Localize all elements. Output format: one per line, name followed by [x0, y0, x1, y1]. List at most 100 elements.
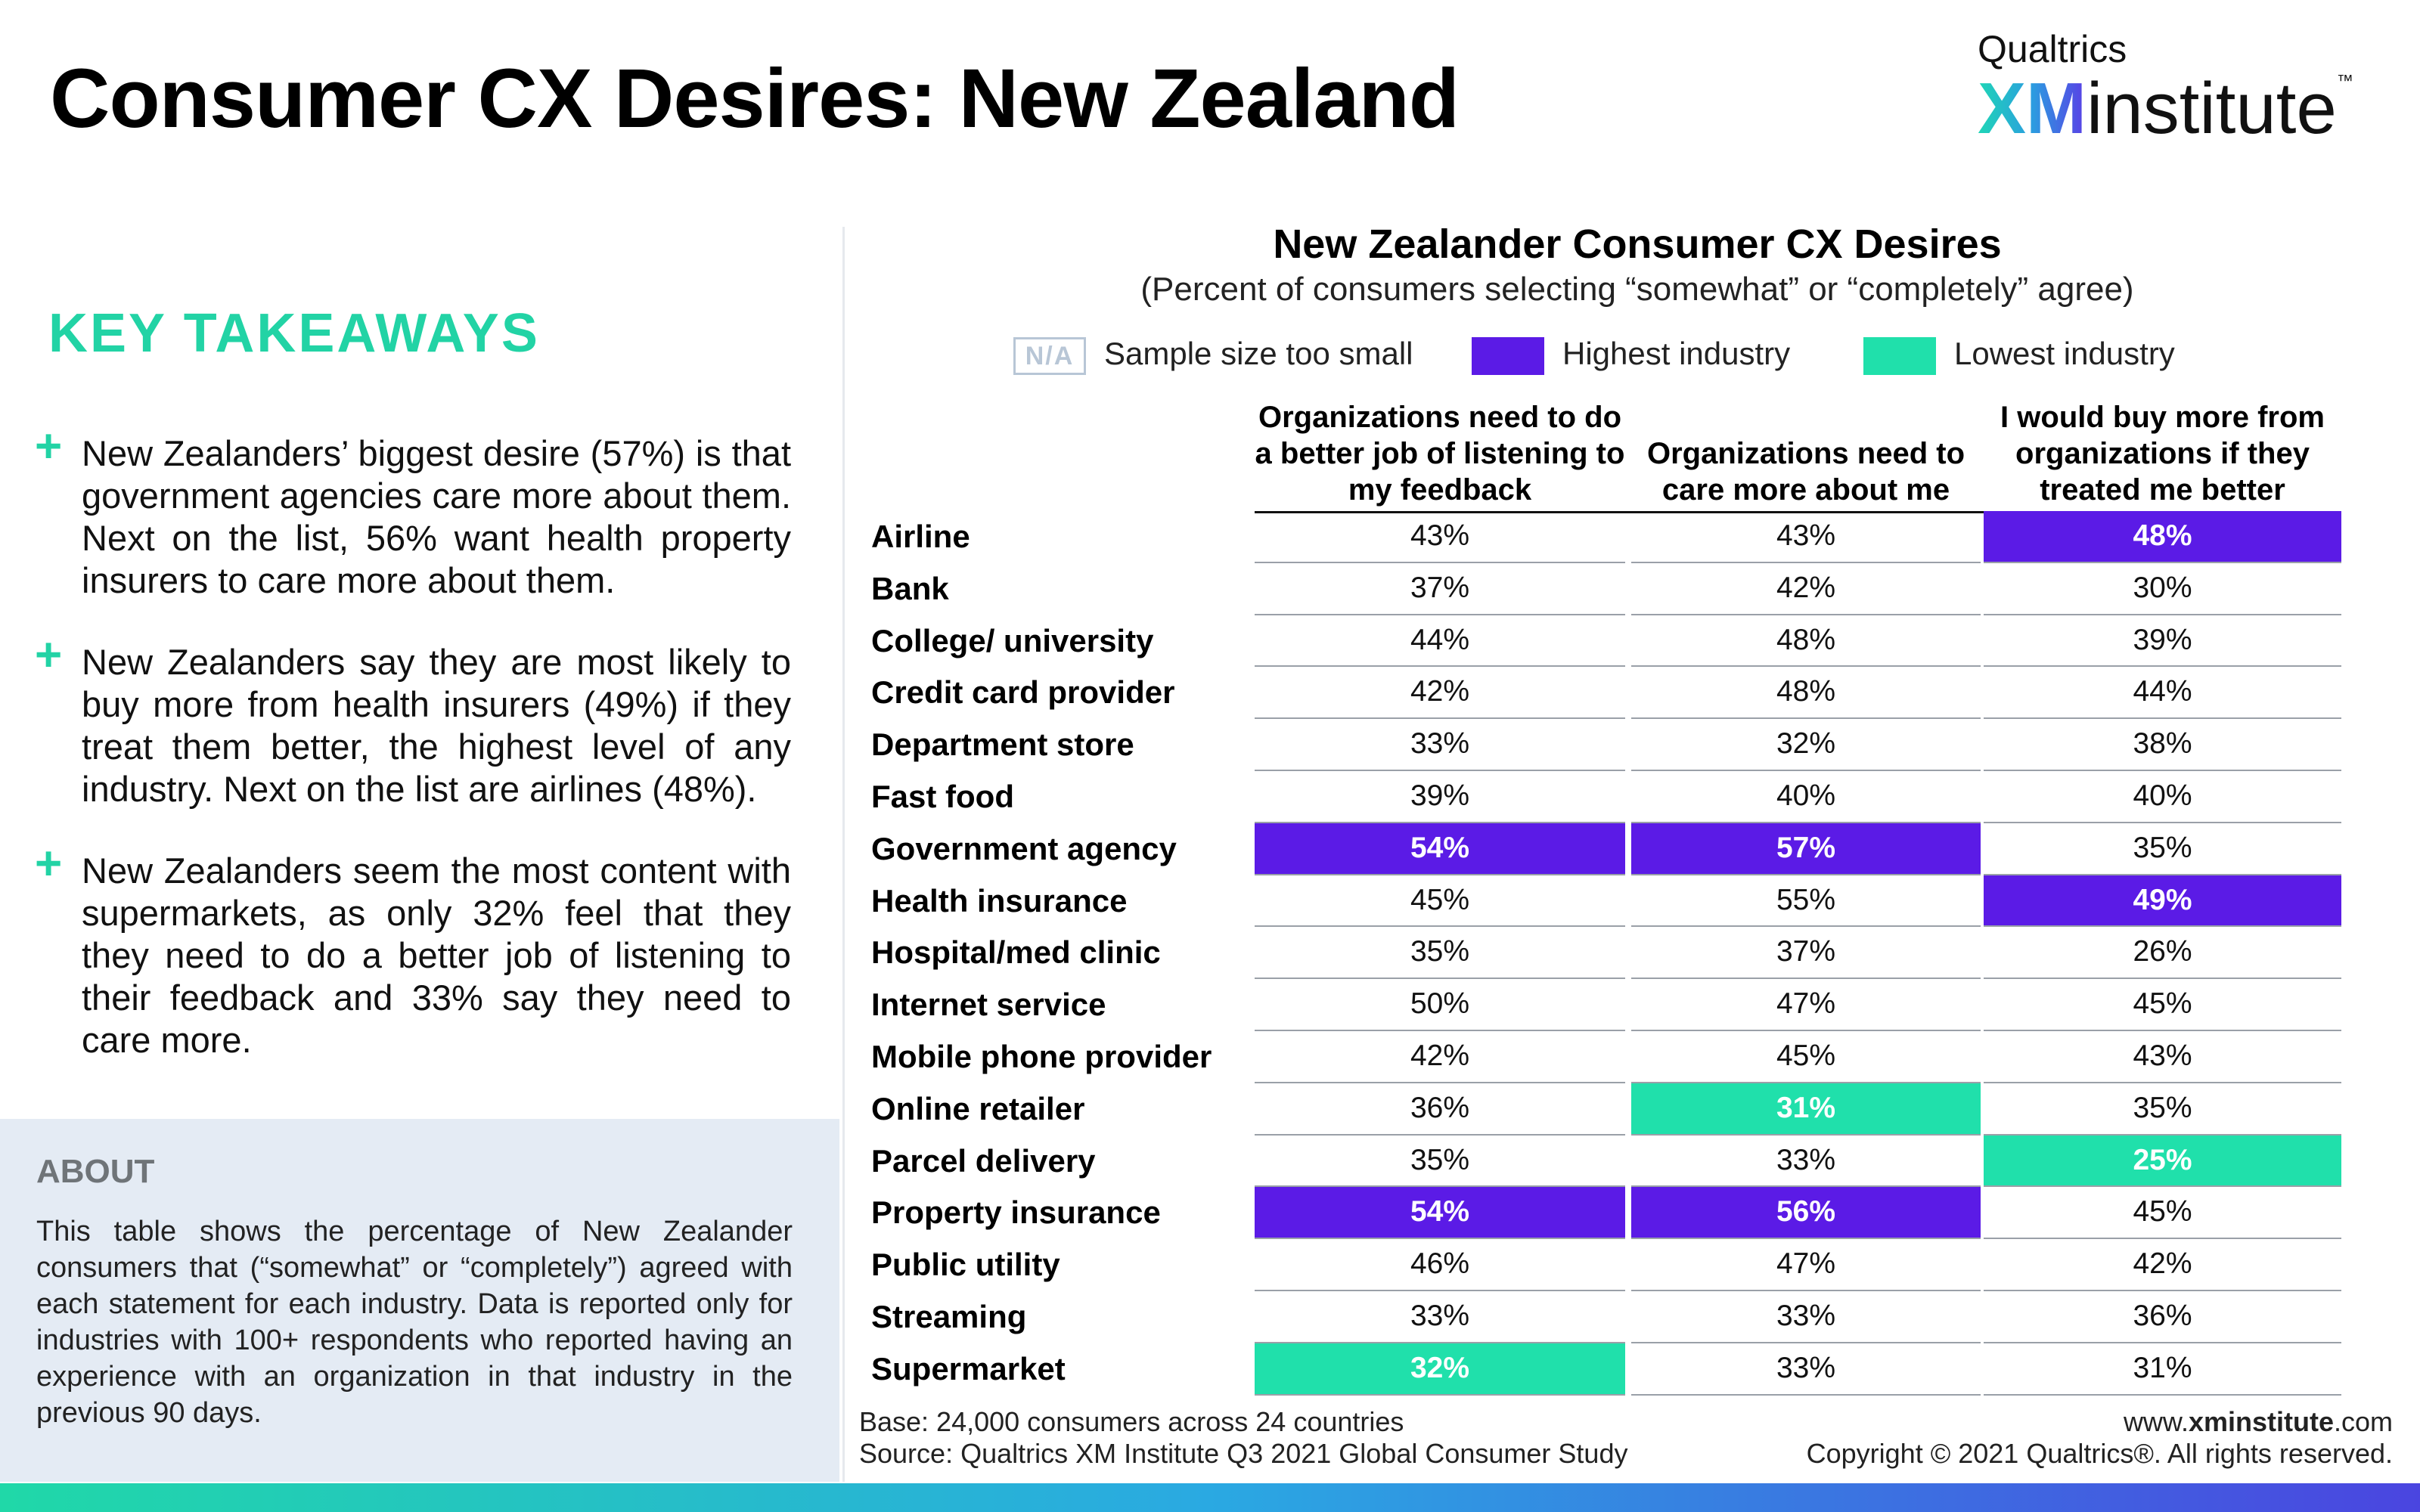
logo-trademark: ™ — [2336, 71, 2353, 90]
legend-label-na: Sample size too small — [1104, 336, 1413, 371]
table-cell: 57% — [1631, 823, 1981, 875]
industry-label: Public utility — [871, 1247, 1060, 1283]
page-title: Consumer CX Desires: New Zealand — [50, 52, 1460, 145]
table-row: Internet service 50% 47% 45% — [868, 979, 2420, 1031]
xm-institute-logo: Qualtrics XMinstitute™ — [1978, 30, 2353, 145]
table-row: Fast food 39% 40% 40% — [868, 771, 2420, 823]
industry-label: Fast food — [871, 778, 1014, 814]
table-cell: 32% — [1255, 1343, 1625, 1396]
table-row: Department store 33% 32% 38% — [868, 719, 2420, 771]
table-cell: 49% — [1984, 875, 2341, 928]
logo-institute: institute — [2086, 68, 2337, 149]
table-cell: 50% — [1255, 979, 1625, 1031]
table-cell: 35% — [1255, 927, 1625, 980]
table-cell: 31% — [1984, 1343, 2341, 1396]
base-note: Base: 24,000 consumers across 24 countri… — [859, 1406, 1404, 1437]
table-cell: 44% — [1984, 667, 2341, 720]
takeaway-text: New Zealanders say they are most likely … — [82, 642, 791, 809]
about-panel — [0, 1119, 839, 1482]
table-cell: 48% — [1631, 615, 1981, 668]
table-cell: 33% — [1631, 1291, 1981, 1343]
industry-label: Credit card provider — [871, 674, 1175, 711]
table-cell: 42% — [1255, 1031, 1625, 1083]
table-row: Bank 37% 42% 30% — [868, 563, 2420, 615]
takeaway-item: + New Zealanders say they are most likel… — [35, 632, 791, 810]
legend-item-high: Highest industry — [1472, 333, 1790, 375]
table-cell: 45% — [1984, 1187, 2341, 1240]
plus-icon: + — [35, 420, 63, 472]
table-cell: 33% — [1255, 1291, 1625, 1343]
industry-label: Supermarket — [871, 1350, 1066, 1387]
table-cell: 48% — [1631, 667, 1981, 720]
plus-icon: + — [35, 838, 63, 890]
industry-label: Internet service — [871, 987, 1106, 1023]
chart-title: New Zealander Consumer CX Desires — [1273, 222, 2002, 267]
na-badge: N/A — [1013, 336, 1086, 375]
cx-desires-table: Airline 43% 43% 48% Bank 37% 42% 30% College/ un… — [868, 511, 2420, 1396]
industry-label: Property insurance — [871, 1194, 1161, 1231]
column-header-text: I would buy more from organizations if t… — [2000, 401, 2325, 507]
table-row: Streaming 33% 33% 36% — [868, 1291, 2420, 1343]
vertical-divider — [842, 227, 845, 1482]
takeaway-text: New Zealanders seem the most content wit… — [82, 850, 791, 1060]
about-text: This table shows the percentage of New Z… — [36, 1216, 793, 1429]
column-header-text: Organizations need to care more about me — [1646, 437, 1965, 507]
takeaway-item: + New Zealanders’ biggest desire (57%) i… — [35, 423, 791, 602]
legend-swatch-low — [1863, 336, 1936, 375]
table-cell: 26% — [1984, 927, 2341, 980]
plus-icon: + — [35, 629, 63, 681]
column-header-care: Organizations need to care more about me — [1631, 399, 1981, 510]
table-row: Health insurance 45% 55% 49% — [868, 875, 2420, 928]
takeaway-text: New Zealanders’ biggest desire (57%) is … — [82, 433, 791, 600]
table-cell: 45% — [1631, 1031, 1981, 1083]
table-row: College/ university 44% 48% 39% — [868, 615, 2420, 668]
chart-subtitle: (Percent of consumers selecting “somewha… — [1140, 271, 2134, 308]
table-row: Airline 43% 43% 48% — [868, 511, 2420, 563]
table-cell: 35% — [1255, 1136, 1625, 1188]
table-cell: 40% — [1984, 771, 2341, 823]
logo-brand: Qualtrics — [1978, 28, 2127, 70]
site-suffix: .com — [2333, 1406, 2393, 1437]
industry-label: Department store — [871, 727, 1134, 763]
table-cell: 43% — [1984, 1031, 2341, 1083]
footer-copyright: www.xminstitute.com Copyright © 2021 Qua… — [1807, 1406, 2393, 1470]
table-cell: 54% — [1255, 823, 1625, 875]
table-cell: 47% — [1631, 1239, 1981, 1291]
table-cell: 43% — [1255, 511, 1625, 563]
table-cell: 35% — [1984, 1083, 2341, 1136]
table-top-rule — [1255, 511, 2341, 513]
table-cell: 44% — [1255, 615, 1625, 668]
table-row: Public utility 46% 47% 42% — [868, 1239, 2420, 1291]
bottom-gradient-bar — [0, 1483, 2420, 1512]
about-heading: ABOUT — [36, 1153, 155, 1190]
takeaway-item: + New Zealanders seem the most content w… — [35, 841, 791, 1061]
table-row: Supermarket 32% 33% 31% — [868, 1343, 2420, 1396]
website-link[interactable]: www.xminstitute.com — [1807, 1406, 2393, 1438]
table-cell: 45% — [1984, 979, 2341, 1031]
industry-label: College/ university — [871, 622, 1154, 658]
industry-label: Airline — [871, 519, 970, 554]
industry-label: Government agency — [871, 830, 1177, 866]
footer-base: Base: 24,000 consumers across 24 countri… — [859, 1406, 1627, 1470]
site-prefix: www. — [2123, 1406, 2189, 1437]
table-cell: 40% — [1631, 771, 1981, 823]
table-cell: 37% — [1631, 927, 1981, 980]
source-note: Source: Qualtrics XM Institute Q3 2021 G… — [859, 1438, 1628, 1469]
table-cell: 39% — [1984, 615, 2341, 668]
table-cell: 36% — [1255, 1083, 1625, 1136]
logo-xm: XM — [1978, 68, 2086, 149]
industry-label: Health insurance — [871, 882, 1128, 919]
table-row: Mobile phone provider 42% 45% 43% — [868, 1031, 2420, 1083]
industry-label: Mobile phone provider — [871, 1038, 1212, 1074]
table-row: Hospital/med clinic 35% 37% 26% — [868, 927, 2420, 980]
table-cell: 42% — [1631, 563, 1981, 615]
table-row: Online retailer 36% 31% 35% — [868, 1083, 2420, 1136]
table-cell: 35% — [1984, 823, 2341, 875]
table-cell: 31% — [1631, 1083, 1981, 1136]
table-cell: 39% — [1255, 771, 1625, 823]
legend-swatch-high — [1472, 336, 1544, 375]
site-name: xminstitute — [2188, 1406, 2334, 1437]
table-cell: 36% — [1984, 1291, 2341, 1343]
table-cell: 46% — [1255, 1239, 1625, 1291]
table-cell: 42% — [1984, 1239, 2341, 1291]
